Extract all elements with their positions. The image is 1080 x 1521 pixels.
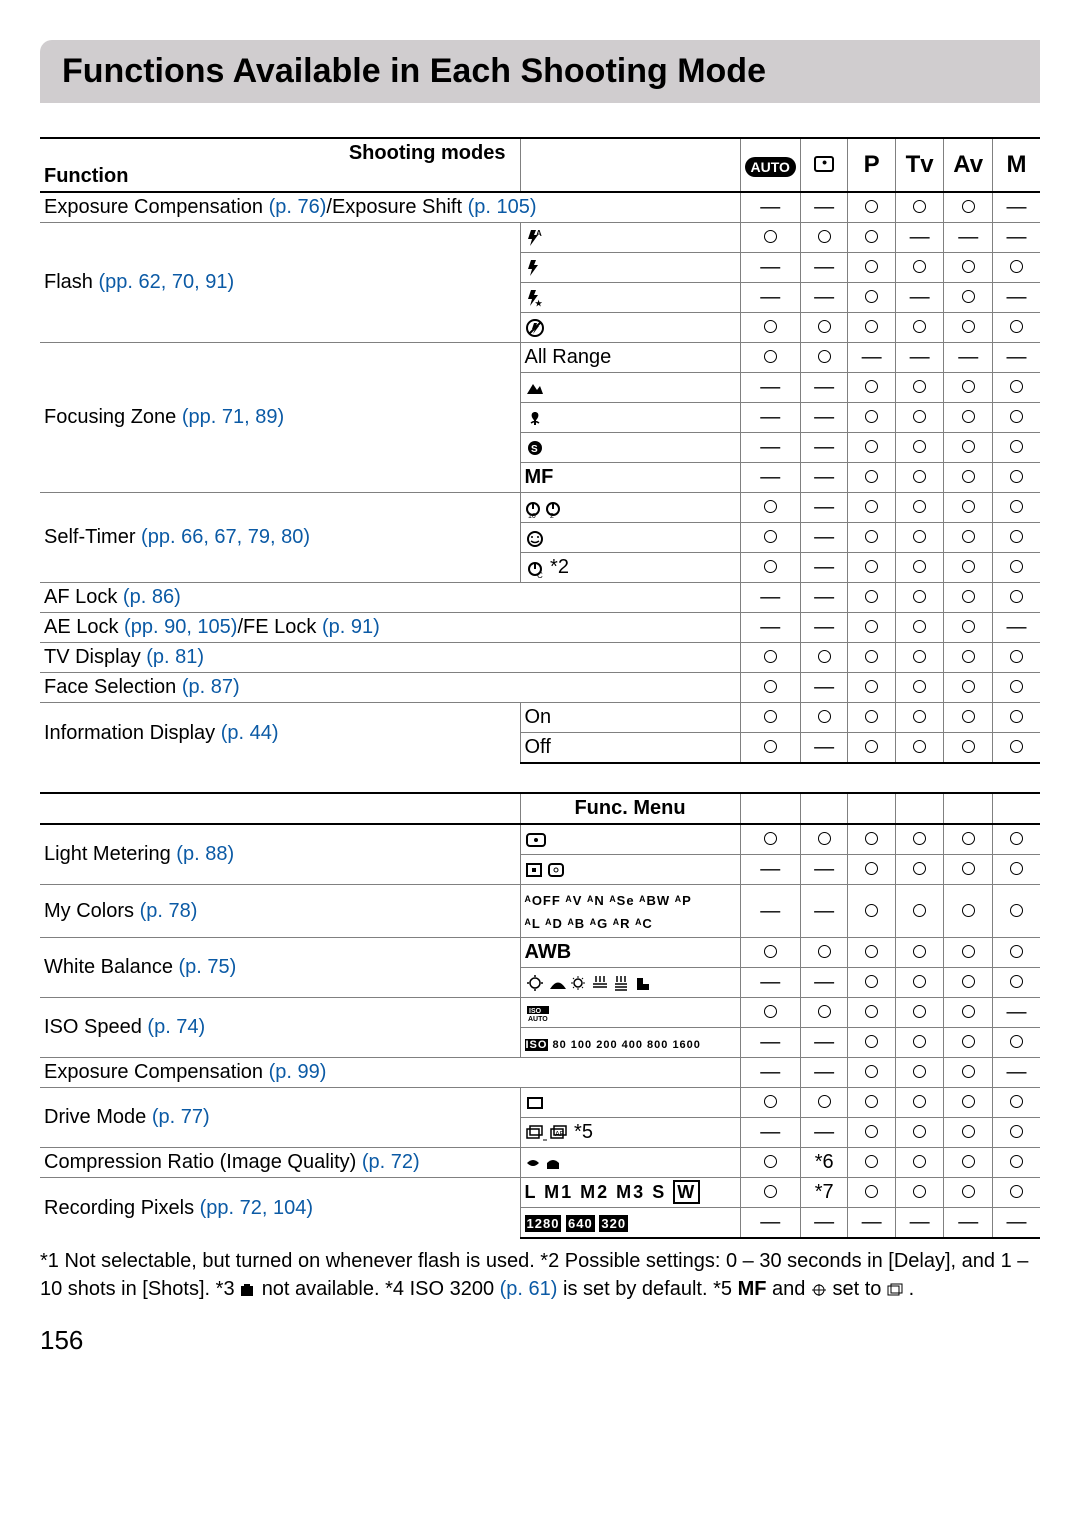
page-link[interactable]: (pp. 72, 104) (200, 1197, 313, 1219)
table-row: White Balance (p. 75)AWB (40, 938, 1040, 968)
table-row: Light Metering (p. 88) (40, 824, 1040, 855)
table-row: ISO Speed (p. 74)ISOAUTO— (40, 998, 1040, 1028)
page-link[interactable]: (p. 105) (468, 196, 537, 218)
page-link[interactable]: (pp. 66, 67, 79, 80) (141, 526, 310, 548)
mode-av: Av (944, 138, 993, 192)
page-link[interactable]: (p. 91) (322, 616, 380, 638)
footnote-link[interactable]: (p. 61) (500, 1278, 558, 1300)
svg-text:AUTO: AUTO (528, 1016, 548, 1022)
table-row: Face Selection (p. 87)— (40, 673, 1040, 703)
shooting-modes-label: Shooting modes (349, 142, 516, 165)
page-link[interactable]: (p. 81) (146, 646, 204, 668)
mode-m: M (993, 138, 1040, 192)
mode-tv: Tv (895, 138, 943, 192)
svg-text:ISO: ISO (529, 1008, 542, 1015)
table-row: Exposure Compensation (p. 99)——— (40, 1058, 1040, 1088)
func-menu-header: Func. Menu (40, 793, 1040, 824)
page-link[interactable]: (p. 44) (221, 722, 279, 744)
page-link[interactable]: (pp. 71, 89) (182, 406, 284, 428)
svg-text:2: 2 (550, 513, 554, 518)
table-header: Shooting modes Function AUTO P Tv Av M (40, 138, 1040, 192)
table-row: Drive Mode (p. 77) (40, 1088, 1040, 1118)
page-link[interactable]: (p. 78) (140, 900, 198, 922)
svg-text:10: 10 (528, 513, 536, 518)
page-title: Functions Available in Each Shooting Mod… (40, 40, 1040, 103)
footnotes: *1 Not selectable, but turned on wheneve… (40, 1247, 1040, 1303)
page-link[interactable]: (p. 74) (147, 1016, 205, 1038)
page-link[interactable]: (p. 77) (152, 1106, 210, 1128)
page-link[interactable]: (pp. 90, 105) (124, 616, 237, 638)
table-row: Self-Timer (pp. 66, 67, 79, 80)102— (40, 493, 1040, 523)
svg-text:★: ★ (535, 299, 543, 308)
function-label: Function (44, 165, 516, 188)
mode-p: P (848, 138, 896, 192)
table-row: AF Lock (p. 86)—— (40, 583, 1040, 613)
table-row: Recording Pixels (pp. 72, 104)L M1 M2 M3… (40, 1178, 1040, 1208)
svg-text:AF: AF (555, 1131, 564, 1138)
table-row: TV Display (p. 81) (40, 643, 1040, 673)
table-row: My Colors (p. 78)ᴬOFF ᴬV ᴬN ᴬSe ᴬBW ᴬPᴬL… (40, 885, 1040, 938)
table-row: AE Lock (pp. 90, 105)/FE Lock (p. 91)——— (40, 613, 1040, 643)
page-link[interactable]: (p. 75) (179, 956, 237, 978)
mode-easy (800, 138, 848, 192)
table-row: Focusing Zone (pp. 71, 89)All Range———— (40, 343, 1040, 373)
svg-text:S: S (531, 444, 538, 455)
table-row: Flash (pp. 62, 70, 91)A——— (40, 223, 1040, 253)
page-number: 156 (40, 1325, 1040, 1356)
functions-table: Shooting modes Function AUTO P Tv Av M E… (40, 137, 1040, 1239)
table-row: Information Display (p. 44)On (40, 703, 1040, 733)
mode-auto: AUTO (740, 138, 800, 192)
page-link[interactable]: (p. 87) (182, 676, 240, 698)
page-link[interactable]: (p. 72) (362, 1151, 420, 1173)
page-link[interactable]: (p. 99) (269, 1061, 327, 1083)
table-row: Exposure Compensation (p. 76)/Exposure S… (40, 192, 1040, 223)
page-link[interactable]: (p. 86) (123, 586, 181, 608)
page-link[interactable]: (pp. 62, 70, 91) (98, 271, 234, 293)
page-link[interactable]: (p. 88) (176, 843, 234, 865)
svg-text:C: C (537, 571, 543, 578)
table-row: Compression Ratio (Image Quality) (p. 72… (40, 1148, 1040, 1178)
page-link[interactable]: (p. 76) (269, 196, 327, 218)
svg-text:A: A (536, 229, 542, 238)
